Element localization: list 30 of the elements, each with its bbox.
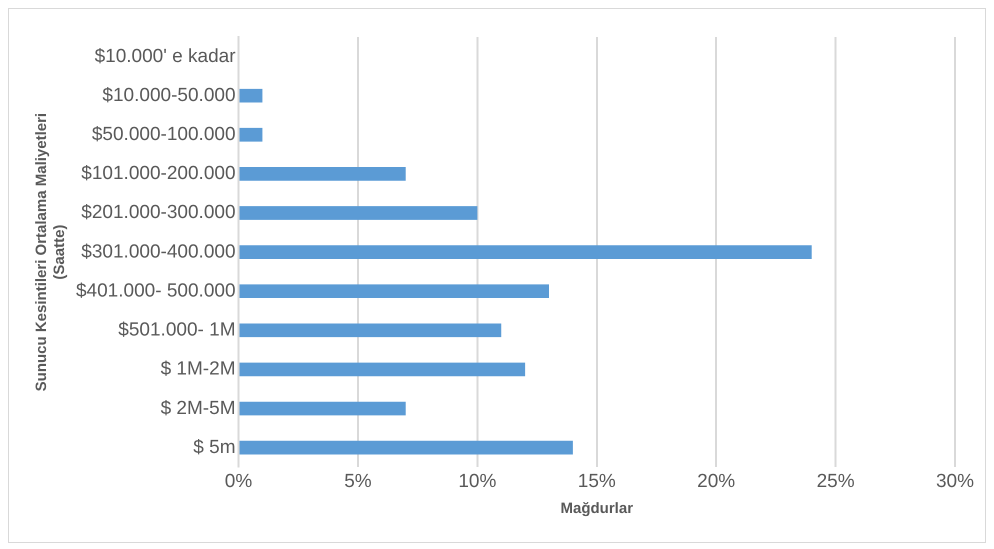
y-tick-label: $401.000- 500.000 — [76, 280, 236, 302]
bar — [240, 88, 262, 103]
bar — [240, 323, 502, 338]
y-tick-label: $501.000- 1M — [118, 320, 236, 341]
y-tick-label: $10.000' e kadar — [94, 46, 236, 67]
x-tick-label: 30% — [936, 470, 974, 492]
x-tick-label: 20% — [697, 470, 736, 492]
x-tick-label: 25% — [816, 470, 855, 492]
y-tick-label: $ 5m — [193, 436, 236, 458]
bar — [240, 128, 262, 142]
bar — [240, 402, 406, 416]
bar — [240, 440, 573, 454]
bar — [240, 206, 478, 220]
x-tick-label: 10% — [458, 470, 496, 492]
x-tick-label: 0% — [224, 470, 252, 492]
y-tick-label: $101.000-200.000 — [81, 163, 236, 184]
x-tick-label: 5% — [344, 470, 372, 492]
bar — [240, 245, 812, 259]
y-tick-label: $ 1M-2M — [160, 358, 236, 380]
y-tick-label: $ 2M-5M — [160, 398, 236, 419]
y-tick-label: $201.000-300.000 — [81, 202, 236, 224]
bar — [240, 167, 406, 181]
x-tick-label: 15% — [578, 470, 616, 492]
y-tick-label: $301.000-400.000 — [81, 241, 236, 262]
x-axis-title: Mağdurlar — [560, 500, 634, 518]
bar — [240, 284, 549, 298]
y-tick-label: $10.000-50.000 — [102, 84, 236, 106]
bar — [240, 362, 526, 376]
y-tick-label: $50.000-100.000 — [92, 124, 236, 146]
y-axis-title: Sunucu Kesintileri Ortalama Maliyetleri (Saatte) — [33, 112, 68, 392]
